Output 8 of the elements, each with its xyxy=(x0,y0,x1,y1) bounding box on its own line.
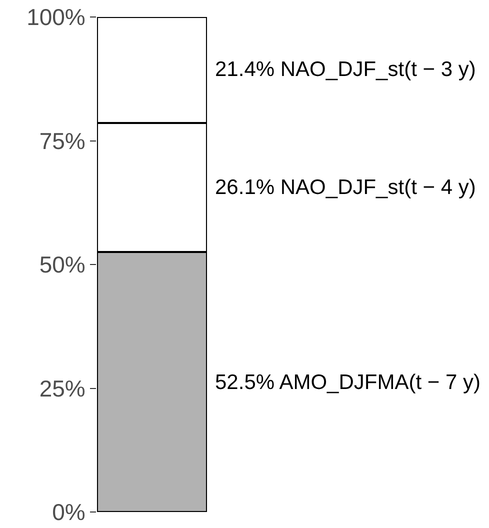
text: 26.1% NAO_DJF_st(t − 4 y) xyxy=(215,176,476,199)
text: 52.5% AMO_DJFMA(t − 7 y) xyxy=(215,371,480,394)
y-tick-label: 0% xyxy=(52,499,86,526)
y-tick-label: 50% xyxy=(39,252,86,278)
text: 21.4% NAO_DJF_st(t − 3 y) xyxy=(215,58,476,81)
y-tick-label: 25% xyxy=(39,375,86,402)
y-tick-label: 100% xyxy=(26,4,86,30)
y-tick-label: 75% xyxy=(39,128,86,154)
